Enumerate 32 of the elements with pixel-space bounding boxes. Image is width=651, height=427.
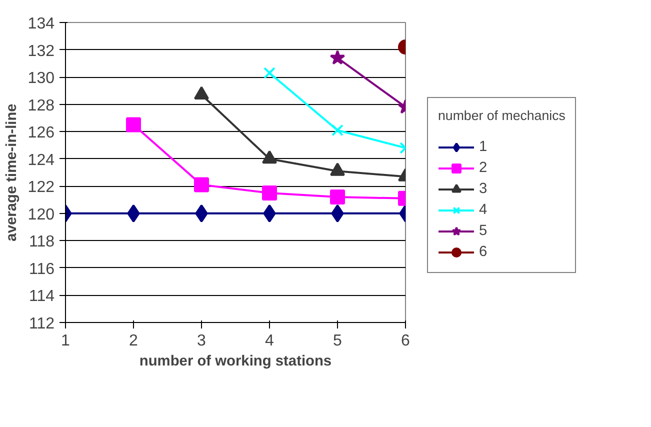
point	[194, 177, 209, 192]
legend-label: 4	[479, 202, 488, 218]
legend-label: 2	[479, 160, 488, 176]
y-tick-label: 114	[28, 288, 55, 306]
point	[264, 67, 276, 79]
y-tick-label: 128	[28, 97, 55, 114]
point	[195, 204, 208, 222]
legend-label: 5	[479, 222, 488, 238]
y-tick-label: 118	[28, 234, 55, 251]
x-tick-label: 1	[61, 332, 70, 350]
legend-label: 3	[479, 180, 488, 196]
x-tick-label: 2	[129, 332, 138, 350]
y-tick-label: 112	[28, 316, 55, 332]
y-tick-label: 126	[28, 124, 55, 142]
y-tick-label: 132	[28, 42, 55, 60]
y-tick-label: 116	[28, 260, 55, 278]
x-tick-label: 6	[401, 332, 410, 350]
y-tick-label: 124	[28, 152, 55, 169]
y-tick-label: 134	[28, 16, 55, 32]
point	[263, 204, 276, 222]
x-tick-label: 3	[197, 332, 206, 350]
y-tick-label: 122	[28, 179, 55, 196]
legend-label: 6	[479, 244, 488, 260]
legend-label: 1	[479, 138, 488, 154]
y-axis-title: average time-in-line	[4, 104, 20, 242]
x-axis-title: number of working stations	[139, 354, 332, 370]
x-tick-label: 4	[265, 332, 274, 350]
y-tick-label: 130	[28, 70, 55, 88]
y-tick-label: 120	[28, 206, 55, 224]
legend-title: number of mechanics	[438, 108, 566, 122]
x-tick-label: 5	[333, 332, 342, 350]
point	[262, 185, 277, 200]
